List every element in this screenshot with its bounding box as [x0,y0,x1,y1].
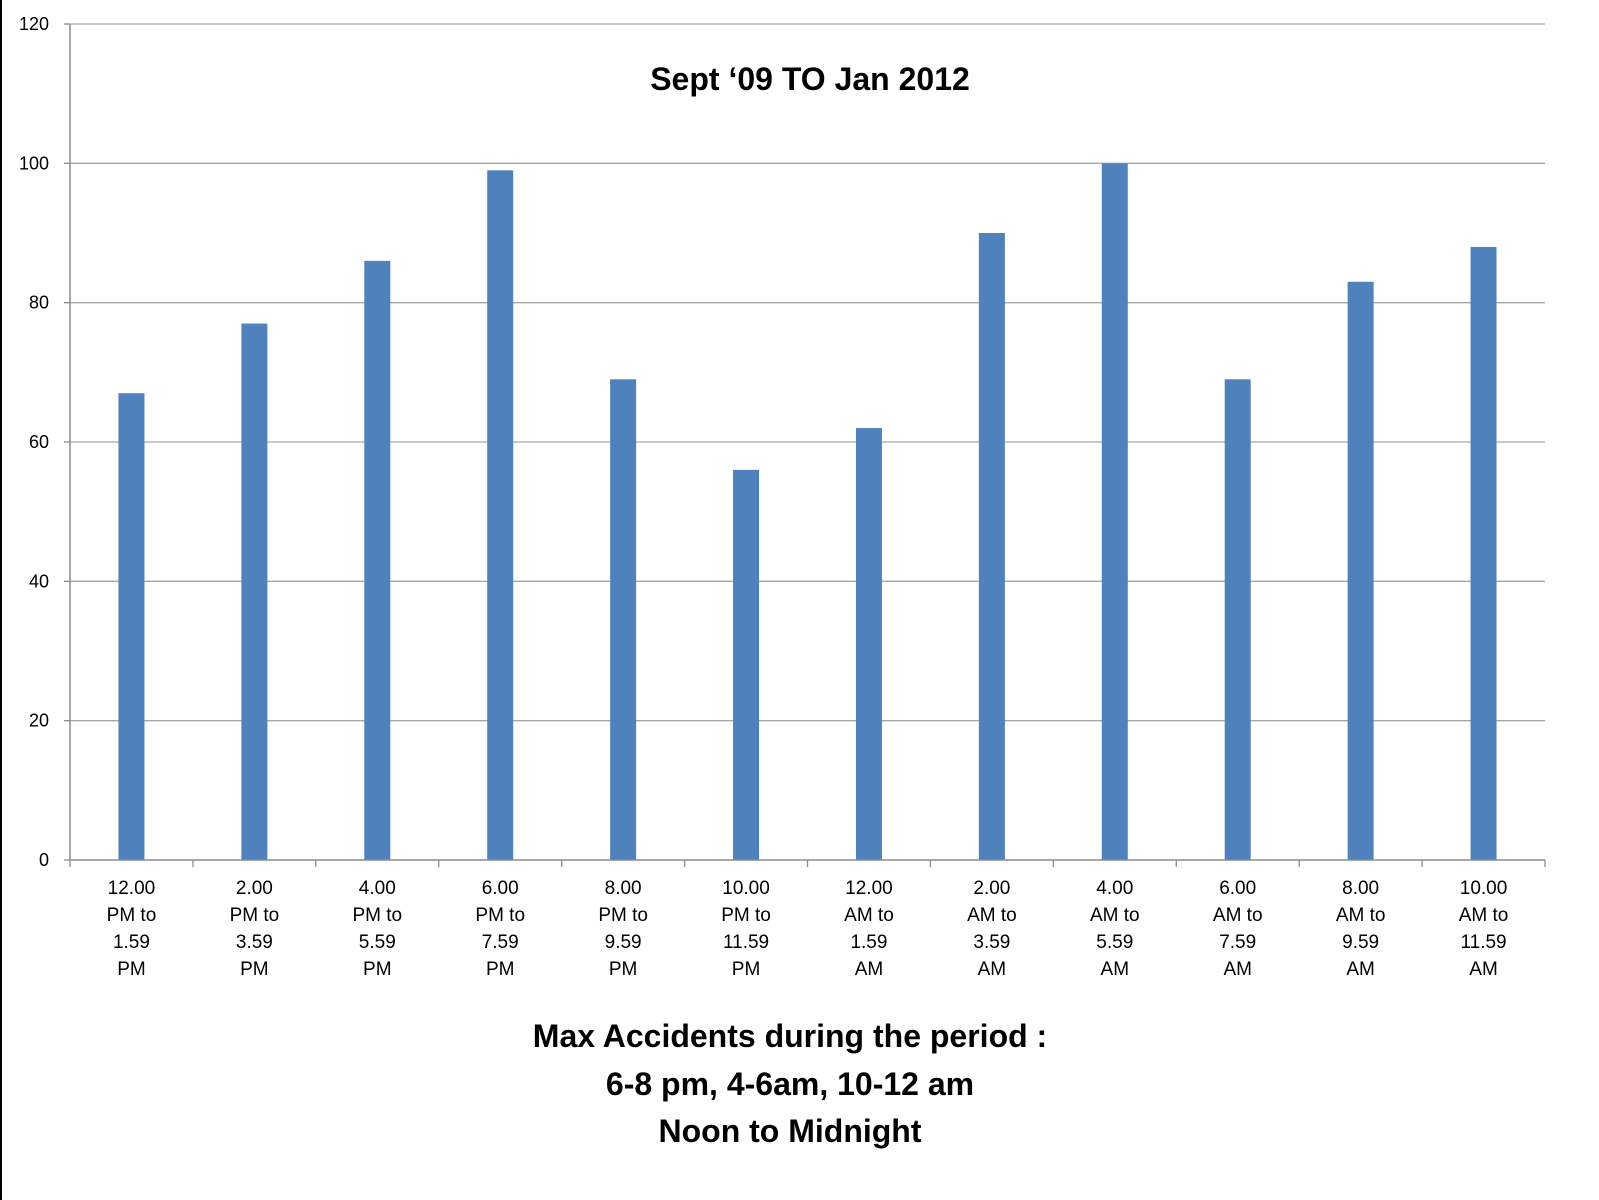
y-tick-label: 100 [19,153,49,173]
bar [855,428,882,860]
axes [69,24,1546,867]
bar [1224,379,1251,860]
y-tick-label: 60 [29,432,49,452]
x-tick-label: 2.00 AM to 3.59 AM [967,878,1017,980]
bar [487,170,514,861]
y-tick-label: 40 [29,571,49,591]
summary-line-1: Max Accidents during the period : [532,1018,1048,1054]
x-tick-label: 8.00 AM to 9.59 AM [1336,878,1386,980]
bar [118,393,145,860]
x-tick-label: 6.00 AM to 7.59 AM [1213,878,1263,980]
x-tick-label: 4.00 PM to 5.59 PM [352,878,402,980]
x-tick-label: 2.00 PM to 3.59 PM [230,878,280,980]
x-tick-label: 4.00 AM to 5.59 AM [1090,878,1140,980]
summary-line-3: Noon to Midnight [658,1113,922,1149]
x-tick-label: 10.00 AM to 11.59 AM [1459,878,1509,980]
bar [1470,246,1497,860]
chart-title: Sept ‘09 TO Jan 2012 [650,61,970,97]
bar [241,323,268,861]
x-tick-label: 10.00 PM to 11.59 PM [721,878,771,980]
x-tick-label: 6.00 PM to 7.59 PM [475,878,525,980]
y-axis-tick-labels: 0 20 40 60 80 100 120 [19,14,49,870]
y-tick-label: 0 [39,850,49,870]
bar [978,233,1005,860]
bar [1101,163,1128,861]
page-left-border [0,0,2,1200]
summary-line-2: 6-8 pm, 4-6am, 10-12 am [605,1066,975,1102]
gridlines [64,23,1545,861]
x-tick-label: 12.00 AM to 1.59 AM [844,878,894,980]
y-tick-label: 20 [29,711,49,731]
bars [118,163,1497,861]
x-axis-tick-labels: 12.00 PM to 1.59 PM 2.00 PM to 3.59 PM 4.00 PM to… [107,878,1509,980]
bar [610,379,637,860]
y-tick-label: 80 [29,293,49,313]
bar [733,469,760,860]
x-tick-label: 12.00 PM to 1.59 PM [107,878,157,980]
bar [1347,281,1374,860]
x-tick-label: 8.00 PM to 9.59 PM [598,878,648,980]
bar [364,260,391,860]
y-tick-label: 120 [19,14,49,34]
